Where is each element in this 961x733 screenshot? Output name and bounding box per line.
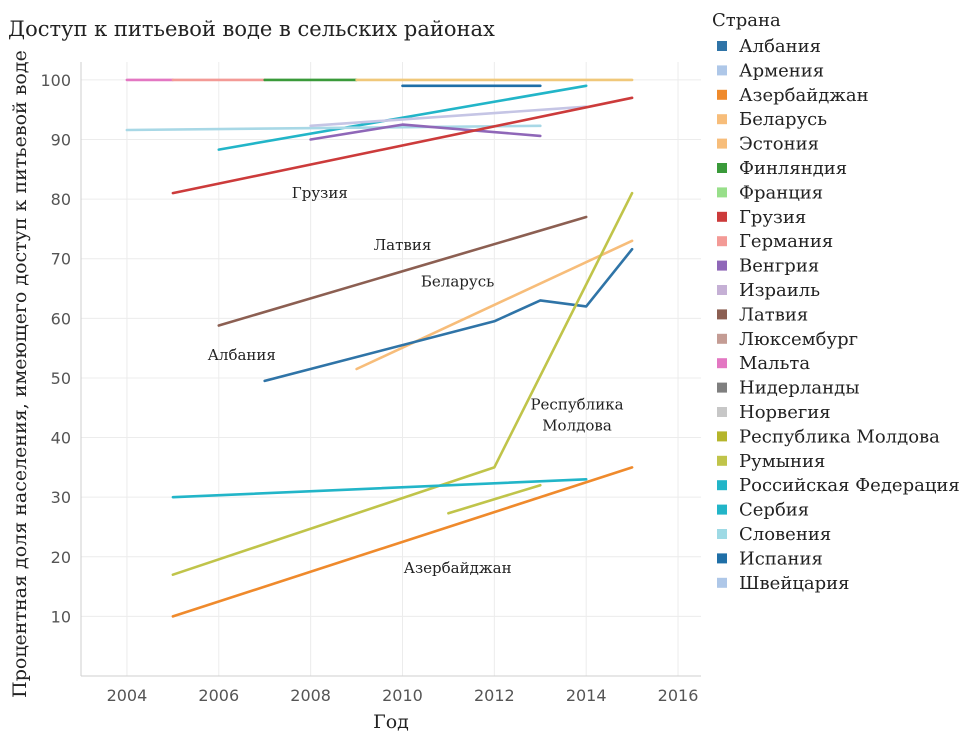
y-tick-label: 30 <box>51 488 71 507</box>
series-line <box>309 105 588 128</box>
legend-swatch <box>717 553 727 564</box>
grid <box>81 62 701 676</box>
annotation-label: Грузия <box>292 184 348 202</box>
annotations: Грузия Латвия Беларусь Албания Республика Мол… <box>208 184 624 577</box>
legend-swatch <box>717 382 727 393</box>
series-line <box>355 239 634 371</box>
y-axis-label: Процентная доля населения, имеющего дост… <box>9 50 31 698</box>
series-line <box>171 477 588 499</box>
legend-swatch <box>717 529 727 539</box>
y-tick-label: 80 <box>51 190 71 209</box>
x-tick-label: 2010 <box>382 686 423 705</box>
legend-entry: Беларусь <box>739 109 827 130</box>
legend-entry: Словения <box>739 524 831 545</box>
legend-entry: Эстония <box>739 134 819 155</box>
legend-entry: Германия <box>739 231 833 252</box>
legend-swatch <box>717 41 727 51</box>
x-axis-label: Год <box>373 711 409 733</box>
x-tick-label: 2014 <box>566 686 607 705</box>
legend-swatch <box>717 358 727 369</box>
legend-entry: Румыния <box>739 451 825 472</box>
series-line <box>171 466 634 618</box>
legend-swatch <box>717 211 727 222</box>
legend-swatch <box>717 577 727 588</box>
legend-entry: Сербия <box>739 500 809 521</box>
x-tick-label: 2012 <box>474 686 515 705</box>
annotation-label: Албания <box>208 346 276 364</box>
legend-entry: Нидерланды <box>739 378 860 399</box>
legend-swatch <box>717 480 727 491</box>
series-line <box>309 123 542 141</box>
x-tick-label: 2006 <box>198 686 239 705</box>
legend-swatch <box>717 309 727 320</box>
legend-swatch <box>717 285 727 295</box>
series-lines <box>125 78 634 618</box>
legend-entry: Республика Молдова <box>739 426 940 447</box>
series-line <box>447 483 542 515</box>
x-tick-label: 2016 <box>658 686 699 705</box>
series-line <box>125 124 542 132</box>
annotation-label: Республика <box>530 396 623 414</box>
legend-swatch <box>717 138 727 149</box>
legend-entry: Грузия <box>739 207 806 228</box>
legend-swatch <box>717 504 727 515</box>
legend-entry: Франция <box>739 182 823 203</box>
y-tick-label: 70 <box>51 250 71 269</box>
x-tick-label: 2004 <box>107 686 148 705</box>
legend-swatch <box>717 163 727 173</box>
legend-title: Страна <box>712 10 781 31</box>
legend-swatch <box>717 187 727 198</box>
legend-entry: Норвегия <box>739 402 831 423</box>
legend-entry: Албания <box>739 36 821 57</box>
y-tick-label: 50 <box>51 369 71 388</box>
y-tick-label: 40 <box>51 429 71 448</box>
series-line <box>217 215 588 327</box>
legend-entry: Мальта <box>739 353 810 374</box>
axes: 10 20 30 40 50 60 70 80 90 100 2004 2006 2008 2010 201… <box>40 62 701 705</box>
legend-entry: Израиль <box>739 280 820 301</box>
legend-entry: Армения <box>739 60 824 81</box>
legend-swatch <box>717 407 727 417</box>
legend-entry: Швейцария <box>739 573 850 594</box>
y-tick-label: 90 <box>51 130 71 149</box>
legend-swatch <box>717 89 727 100</box>
legend-swatch <box>717 333 727 344</box>
y-tick-label: 60 <box>51 309 71 328</box>
legend-entry: Латвия <box>739 304 808 325</box>
legend-entry: Азербайджан <box>739 85 869 106</box>
y-tick-label: 10 <box>51 607 71 626</box>
annotation-label: Латвия <box>374 236 432 254</box>
series-line <box>263 247 634 383</box>
annotation-label: Беларусь <box>421 273 494 291</box>
chart-title: Доступ к питьевой воде в сельских района… <box>8 17 495 41</box>
legend-entry: Испания <box>739 548 823 569</box>
legend-entry: Люксембург <box>739 329 858 350</box>
legend-swatch <box>717 455 727 466</box>
legend-swatch <box>717 114 727 125</box>
y-tick-label: 20 <box>51 548 71 567</box>
x-tick-label: 2008 <box>290 686 331 705</box>
series-line <box>171 191 634 577</box>
annotation-label: Азербайджан <box>404 559 512 577</box>
series-line <box>171 96 634 195</box>
legend-swatch <box>717 260 727 271</box>
legend: Страна Албания Армения Азербайджан Беларусь… <box>712 10 960 594</box>
legend-swatch <box>717 236 727 247</box>
legend-swatch <box>717 65 727 76</box>
legend-entry: Финляндия <box>739 158 847 179</box>
legend-swatch <box>717 431 727 442</box>
legend-entry: Российская Федерация <box>739 475 960 496</box>
legend-entry: Венгрия <box>739 256 819 277</box>
y-tick-label: 100 <box>40 71 71 90</box>
series-line <box>217 84 588 151</box>
annotation-label: Молдова <box>542 416 612 434</box>
